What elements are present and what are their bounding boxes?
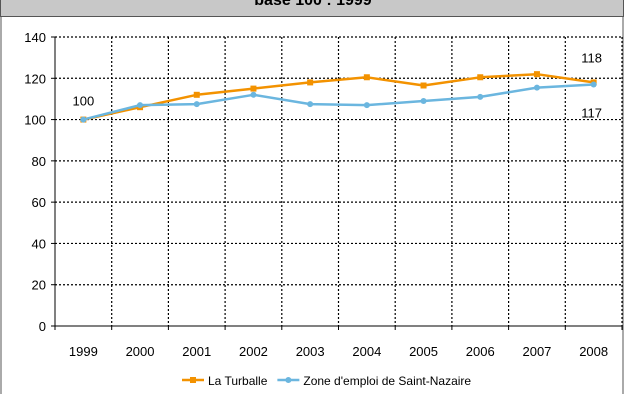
data-point-square (363, 74, 370, 81)
data-point-square (193, 91, 200, 98)
data-point-square (533, 71, 540, 78)
legend: La Turballe Zone d'emploi de Saint-Nazair… (182, 374, 471, 388)
x-tick-label: 2001 (182, 344, 211, 359)
y-tick-label: 80 (32, 154, 46, 169)
data-label: 117 (581, 105, 602, 120)
data-labels: 100 118 117 (72, 50, 602, 120)
chart-title: base 100 : 1999 (254, 0, 372, 9)
data-point-square (307, 79, 314, 86)
legend-marker-circle (285, 377, 292, 383)
x-tick-label: 2003 (296, 344, 325, 359)
data-label: 100 (72, 94, 94, 109)
y-tick-label: 60 (32, 195, 46, 210)
data-point-circle (590, 81, 597, 88)
x-tick-label: 2006 (466, 344, 495, 359)
data-point-circle (477, 93, 484, 100)
x-tick-label: 2008 (579, 344, 608, 359)
series-line (82, 83, 594, 121)
x-tick-label: 1999 (69, 344, 98, 359)
x-tick-label: 2007 (522, 344, 551, 359)
y-tick-label: 120 (24, 71, 46, 86)
x-tick-label: 2004 (352, 344, 381, 359)
data-point-circle (80, 116, 87, 123)
data-point-circle (420, 97, 427, 104)
x-tick-label: 2005 (409, 344, 438, 359)
data-label: 118 (581, 50, 602, 65)
data-point-circle (193, 101, 200, 108)
grid (55, 36, 623, 326)
legend-marker-square (190, 377, 196, 383)
data-point-circle (250, 91, 257, 98)
data-point-circle (363, 102, 370, 109)
data-point-square (250, 85, 257, 92)
x-tick-label: 2000 (126, 344, 155, 359)
y-tick-label: 0 (39, 319, 46, 334)
y-tick-label: 20 (32, 278, 46, 293)
y-tick-label: 100 (24, 113, 46, 128)
series-line (83, 72, 594, 121)
y-tick-label: 40 (32, 236, 46, 251)
legend-label: Zone d'emploi de Saint-Nazaire (303, 374, 471, 388)
data-point-circle (533, 84, 540, 91)
x-tick-label: 2002 (239, 344, 268, 359)
data-point-square (420, 82, 427, 89)
y-tick-label: 140 (24, 30, 46, 45)
data-point-circle (137, 102, 144, 109)
axes: 0 20 40 60 80 100 120 140 1999 2000 2001 2002 2003 20… (24, 30, 623, 359)
series-lines (80, 71, 597, 123)
data-point-circle (307, 101, 314, 108)
data-point-square (477, 74, 484, 81)
legend-label: La Turballe (208, 374, 268, 388)
